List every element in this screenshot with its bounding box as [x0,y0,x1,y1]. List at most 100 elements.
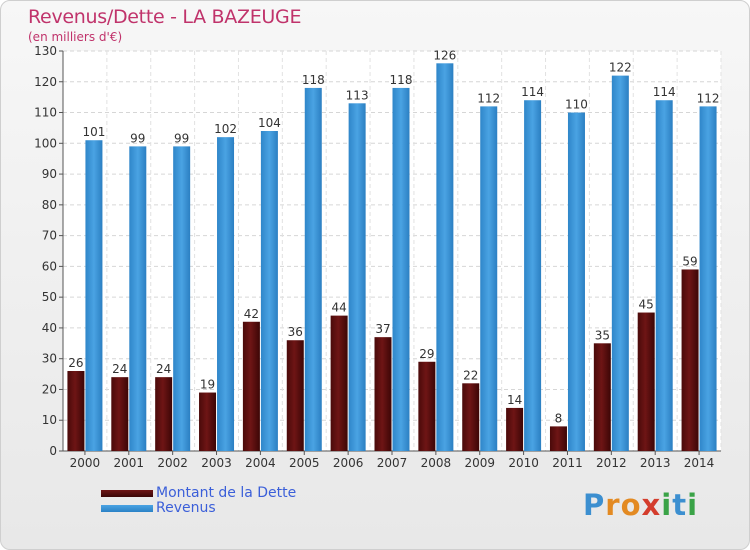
legend-swatch-dette [101,490,153,497]
y-tick-label: 90 [42,167,57,181]
bar-dette [199,392,217,451]
logo-letter: i [687,488,699,522]
bar-dette [549,426,567,451]
data-label-dette: 22 [463,368,478,382]
bar-dette [462,383,480,451]
bar-revenus [260,131,278,451]
x-tick-label: 2012 [596,456,627,470]
data-label-dette: 24 [112,362,127,376]
logo-letter: P [583,488,606,522]
bar-dette [374,337,392,451]
data-label-dette: 42 [244,307,259,321]
legend-label-dette: Montant de la Dette [156,485,297,501]
y-tick-label: 40 [42,321,57,335]
bar-dette [681,269,699,451]
x-tick-label: 2005 [289,456,320,470]
x-tick-label: 2013 [640,456,671,470]
bar-revenus [217,137,235,451]
x-tick-label: 2003 [201,456,232,470]
y-tick-label: 100 [34,136,57,150]
x-tick-label: 2007 [377,456,408,470]
data-label-revenus: 113 [346,88,369,102]
bar-revenus [567,112,585,452]
bar-dette [637,312,655,451]
data-label-dette: 37 [375,322,390,336]
y-tick-label: 60 [42,259,57,273]
bar-revenus [655,100,673,451]
data-label-dette: 59 [682,254,697,268]
bar-revenus [392,87,410,451]
bar-revenus [129,146,147,451]
bar-dette [111,377,129,451]
bar-dette [67,371,85,451]
data-label-revenus: 114 [653,85,676,99]
bar-revenus [348,103,366,452]
plot-area [63,51,721,451]
data-label-revenus: 126 [433,48,456,62]
bar-dette [330,315,348,451]
x-tick-label: 2010 [508,456,539,470]
data-label-dette: 24 [156,362,171,376]
data-label-revenus: 112 [477,91,500,105]
logo-letter: i [661,488,673,522]
bar-dette [286,340,304,451]
y-tick-label: 0 [49,444,57,458]
x-tick-label: 2014 [684,456,715,470]
data-label-revenus: 99 [130,131,145,145]
logo-letter: r [605,488,621,522]
data-label-dette: 26 [68,356,83,370]
bar-dette [418,361,436,451]
data-label-dette: 36 [288,325,303,339]
data-label-revenus: 122 [609,61,632,75]
x-tick-label: 2009 [464,456,495,470]
x-tick-label: 2011 [552,456,583,470]
legend-label-revenus: Revenus [156,500,216,516]
data-label-revenus: 118 [390,73,413,87]
x-tick-label: 2004 [245,456,276,470]
data-label-dette: 35 [595,328,610,342]
y-tick-label: 70 [42,229,57,243]
data-label-revenus: 114 [521,85,544,99]
proxiti-logo: Proxiti [583,488,698,522]
y-tick-label: 80 [42,198,57,212]
data-label-revenus: 112 [697,91,720,105]
data-label-dette: 29 [419,347,434,361]
data-label-dette: 14 [507,393,522,407]
data-label-revenus: 99 [174,131,189,145]
legend-swatch-revenus [101,505,153,512]
y-tick-label: 120 [34,75,57,89]
bar-revenus [611,75,629,451]
x-tick-label: 2008 [421,456,452,470]
x-tick-label: 2002 [157,456,188,470]
chart-subtitle: (en milliers d'€) [28,30,123,44]
x-tick-label: 2000 [70,456,101,470]
bar-dette [506,407,524,451]
data-label-revenus: 102 [214,122,237,136]
logo-letter: x [641,488,662,522]
bar-revenus [85,140,103,451]
y-tick-label: 50 [42,290,57,304]
bar-revenus [173,146,191,451]
y-tick-label: 20 [42,382,57,396]
bar-revenus [304,87,322,451]
chart-title: Revenus/Dette - LA BAZEUGE [28,6,302,28]
data-label-dette: 8 [555,411,563,425]
bar-revenus [524,100,542,451]
x-tick-label: 2001 [114,456,145,470]
data-label-revenus: 110 [565,98,588,112]
y-tick-label: 130 [34,44,57,58]
logo-letter: t [672,488,688,522]
data-label-dette: 19 [200,378,215,392]
y-tick-label: 110 [34,106,57,120]
logo-letter: o [620,488,642,522]
data-label-revenus: 118 [302,73,325,87]
data-label-dette: 45 [639,298,654,312]
bar-dette [593,343,611,451]
bar-dette [242,321,260,451]
bar-revenus [699,106,717,451]
y-tick-label: 10 [42,413,57,427]
bar-revenus [480,106,498,451]
data-label-dette: 44 [331,301,346,315]
